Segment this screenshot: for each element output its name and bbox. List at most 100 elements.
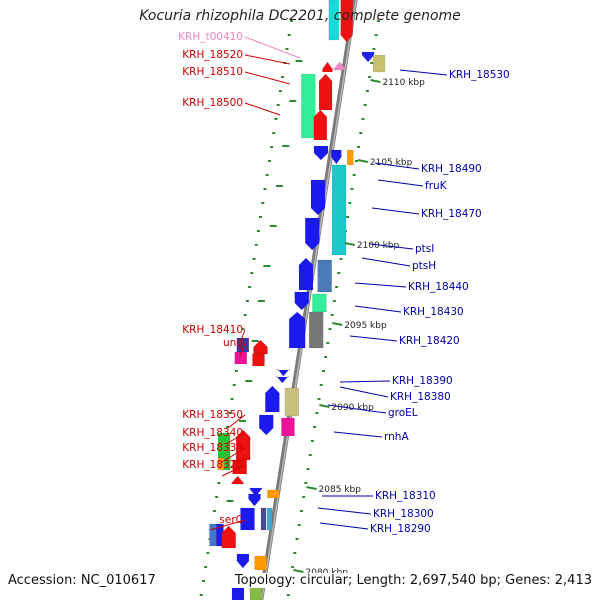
- gene-18350: [235, 429, 251, 461]
- tick-label: 2100 kbp: [357, 241, 400, 251]
- right-leader-line: [327, 404, 387, 414]
- right-leader-line: [349, 335, 398, 342]
- left-label-KRH_18510: KRH_18510: [182, 66, 243, 78]
- gene-18520: [322, 61, 333, 73]
- right-label-groEL: groEL: [388, 407, 418, 419]
- gene-ung-b: [252, 353, 265, 367]
- right-label-KRH_18390: KRH_18390: [392, 375, 453, 387]
- left-label-ung: ung: [223, 337, 243, 349]
- gene-18310-b: [248, 493, 261, 507]
- map-title: Kocuria rhizophila DC2201, complete geno…: [139, 8, 461, 24]
- gene-18500: [301, 73, 316, 139]
- right-label-KRH_18440: KRH_18440: [408, 281, 469, 293]
- gene-top-cyan: [328, 0, 340, 41]
- gene-features: [209, 0, 386, 601]
- gene-18380: [276, 375, 289, 384]
- guide-dot: [310, 440, 314, 442]
- gene-serC-a: [209, 523, 217, 547]
- guide-dot: [363, 104, 367, 106]
- guide-dot: [256, 230, 260, 232]
- guide-dot: [206, 552, 210, 554]
- left-label-KRH_t00410: KRH_t00410: [178, 31, 243, 43]
- guide-dot: [324, 356, 328, 358]
- gene-groEL: [284, 387, 300, 417]
- guide-dot: [354, 160, 358, 162]
- right-leader-line: [317, 507, 372, 515]
- guide-dash: [245, 380, 253, 382]
- right-leader-line: [374, 162, 420, 170]
- left-leader-line: [239, 329, 246, 344]
- guide-dot: [299, 510, 303, 512]
- right-label-KRH_18430: KRH_18430: [403, 306, 464, 318]
- guide-dot: [293, 552, 297, 554]
- guide-dot: [228, 412, 232, 414]
- guide-dot: [368, 76, 372, 78]
- left-label-KRH_18330: KRH_18330: [182, 442, 243, 454]
- genome-backbone-highlight: [260, 0, 357, 604]
- gene-top-red: [340, 0, 353, 43]
- left-label-KRH_18500: KRH_18500: [182, 97, 243, 109]
- guide-dot: [285, 48, 289, 50]
- gene-ung: [234, 351, 248, 365]
- guide-dot: [302, 496, 306, 498]
- right-label-KRH_18380: KRH_18380: [390, 391, 451, 403]
- guide-dot: [376, 20, 380, 22]
- right-label-KRH_18530: KRH_18530: [449, 69, 510, 81]
- tick-mark: [357, 159, 369, 163]
- guide-dot: [281, 76, 285, 78]
- gene-18510: [318, 73, 333, 111]
- gene-rnhA: [281, 417, 295, 437]
- right-label-KRH_18470: KRH_18470: [421, 208, 482, 220]
- tick-label: 2095 kbp: [344, 321, 387, 331]
- guide-dot: [261, 202, 265, 204]
- guide-dot: [267, 160, 271, 162]
- guide-dot: [199, 594, 203, 596]
- right-leader-line: [361, 257, 411, 267]
- guide-dot: [278, 90, 282, 92]
- guide-dot: [332, 300, 336, 302]
- guide-dot: [304, 482, 308, 484]
- guide-dot: [337, 272, 341, 274]
- guide-dot: [339, 258, 343, 260]
- right-label-ptsH: ptsH: [412, 260, 436, 272]
- guide-dot: [330, 314, 334, 316]
- gene-18290: [266, 507, 273, 531]
- right-label-rnhA: rnhA: [384, 431, 409, 443]
- guide-dash: [226, 500, 234, 502]
- guide-dot: [263, 188, 267, 190]
- guide-dot: [346, 216, 350, 218]
- right-label-KRH_18310: KRH_18310: [375, 490, 436, 502]
- guide-dash: [239, 420, 247, 422]
- right-label-KRH_18490: KRH_18490: [421, 163, 482, 175]
- guide-dot: [289, 20, 293, 22]
- gene-18530-b: [372, 54, 386, 73]
- right-leader-line: [319, 522, 369, 530]
- left-leader-line: [244, 36, 301, 59]
- gene-18430-a: [294, 291, 309, 311]
- guide-dot: [287, 34, 291, 36]
- guide-dot: [234, 370, 238, 372]
- gene-18420-a: [288, 311, 306, 349]
- right-gene-labels: KRH_18530 KRH_18490 fruK KRH_18470 ptsI ptsH K…: [317, 69, 510, 535]
- guide-dot: [243, 314, 247, 316]
- guide-dot: [295, 538, 299, 540]
- guide-dash: [263, 265, 271, 267]
- guide-dot: [217, 482, 221, 484]
- guide-dot: [317, 398, 321, 400]
- guide-dot: [254, 244, 258, 246]
- guide-dash: [282, 145, 290, 147]
- gene-18320-b: [231, 475, 244, 485]
- guide-dot: [306, 468, 310, 470]
- tick-label: 2105 kbp: [370, 158, 413, 168]
- guide-dot: [315, 412, 319, 414]
- guide-dot: [328, 328, 332, 330]
- gene-rnhA-a: [259, 414, 274, 436]
- left-label-KRH_18410: KRH_18410: [182, 324, 243, 336]
- tick-mark: [293, 569, 304, 573]
- guide-dot: [252, 258, 256, 260]
- gene-18390: [277, 368, 290, 377]
- guide-dot: [326, 342, 330, 344]
- guide-dot: [348, 202, 352, 204]
